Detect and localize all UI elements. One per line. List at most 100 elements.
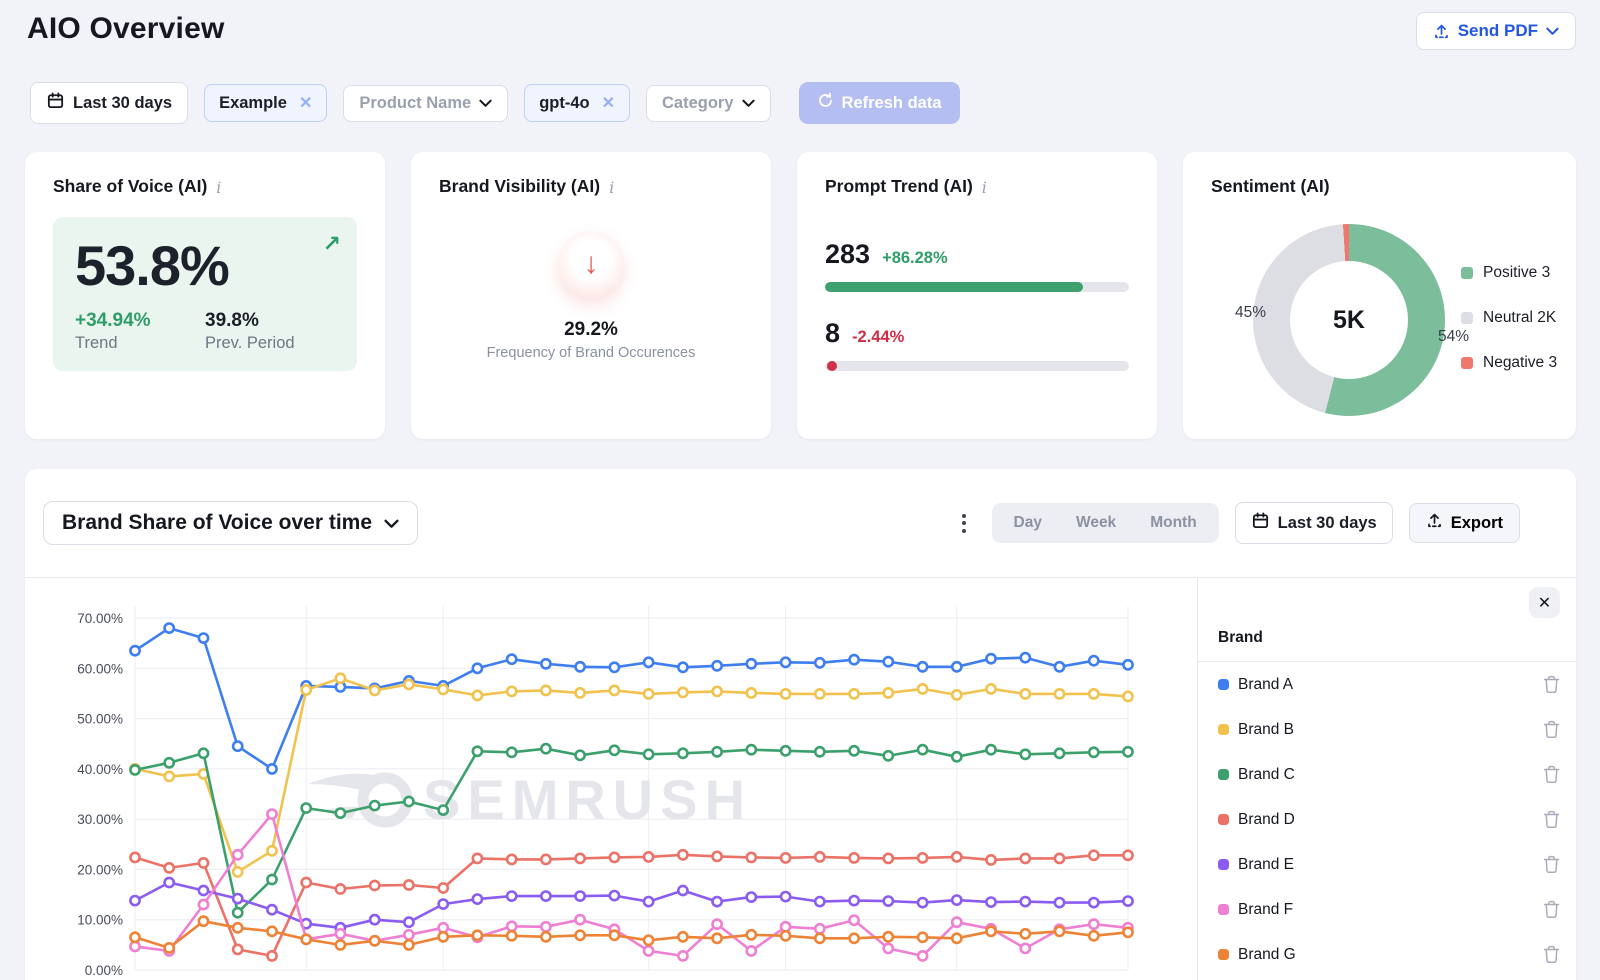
data-point[interactable] — [1019, 651, 1032, 664]
data-point[interactable] — [402, 938, 415, 951]
data-point[interactable] — [1019, 942, 1032, 955]
trash-icon[interactable] — [1543, 675, 1560, 694]
data-point[interactable] — [505, 685, 518, 698]
data-point[interactable] — [471, 662, 484, 675]
data-point[interactable] — [129, 931, 141, 944]
category-dropdown[interactable]: Category — [646, 84, 771, 122]
trash-icon[interactable] — [1543, 900, 1560, 919]
data-point[interactable] — [608, 744, 621, 757]
data-point[interactable] — [334, 883, 347, 895]
info-icon[interactable]: i — [981, 177, 987, 197]
data-point[interactable] — [471, 929, 484, 942]
data-point[interactable] — [916, 660, 929, 673]
granularity-day[interactable]: Day — [1013, 514, 1042, 531]
trash-icon[interactable] — [1543, 765, 1560, 784]
data-point[interactable] — [266, 949, 278, 962]
chart-date-range-button[interactable]: Last 30 days — [1234, 502, 1393, 544]
data-point[interactable] — [540, 890, 552, 902]
data-point[interactable] — [608, 661, 621, 674]
data-point[interactable] — [848, 894, 860, 907]
data-point[interactable] — [882, 655, 895, 668]
data-point[interactable] — [916, 683, 929, 695]
product-name-dropdown[interactable]: Product Name — [343, 84, 509, 122]
data-point[interactable] — [1087, 746, 1100, 759]
info-icon[interactable]: i — [216, 177, 222, 197]
data-point[interactable] — [608, 929, 621, 942]
remove-gpt-4o-icon[interactable]: ✕ — [601, 95, 616, 112]
gpt-4o-filter-chip[interactable]: gpt-4o ✕ — [524, 84, 631, 122]
data-point[interactable] — [848, 744, 860, 757]
data-point[interactable] — [985, 925, 997, 938]
brand-row[interactable]: Brand G — [1198, 932, 1576, 977]
data-point[interactable] — [471, 852, 484, 865]
data-point[interactable] — [813, 922, 826, 935]
data-point[interactable] — [711, 685, 723, 698]
close-panel-button[interactable]: ✕ — [1529, 587, 1560, 618]
trash-icon[interactable] — [1543, 945, 1560, 964]
data-point[interactable] — [129, 851, 141, 864]
data-point[interactable] — [1019, 927, 1032, 940]
data-point[interactable] — [916, 949, 929, 962]
brand-row[interactable]: Brand A — [1198, 662, 1576, 707]
data-point[interactable] — [1053, 660, 1066, 673]
data-point[interactable] — [882, 895, 895, 907]
data-point[interactable] — [608, 684, 621, 697]
data-point[interactable] — [882, 930, 895, 943]
data-point[interactable] — [985, 683, 997, 695]
data-point[interactable] — [163, 622, 176, 634]
data-point[interactable] — [950, 850, 963, 863]
data-point[interactable] — [231, 892, 244, 905]
export-button[interactable]: Export — [1408, 503, 1520, 543]
data-point[interactable] — [266, 808, 278, 820]
data-point[interactable] — [745, 743, 758, 756]
data-point[interactable] — [300, 684, 313, 696]
data-point[interactable] — [334, 672, 347, 685]
data-point[interactable] — [300, 876, 313, 889]
data-point[interactable] — [813, 895, 826, 908]
data-point[interactable] — [711, 745, 723, 758]
data-point[interactable] — [540, 930, 552, 943]
data-point[interactable] — [574, 687, 586, 699]
data-point[interactable] — [231, 943, 244, 956]
data-point[interactable] — [197, 632, 210, 644]
data-point[interactable] — [163, 756, 176, 769]
data-point[interactable] — [985, 896, 997, 908]
data-point[interactable] — [197, 884, 210, 897]
data-point[interactable] — [402, 928, 415, 941]
data-point[interactable] — [916, 931, 929, 944]
data-point[interactable] — [231, 848, 244, 861]
data-point[interactable] — [677, 949, 689, 962]
data-point[interactable] — [1087, 918, 1100, 931]
data-point[interactable] — [745, 851, 758, 864]
data-point[interactable] — [813, 656, 826, 669]
data-point[interactable] — [1087, 688, 1100, 700]
data-point[interactable] — [848, 653, 860, 666]
data-point[interactable] — [1019, 895, 1032, 908]
data-point[interactable] — [677, 884, 689, 897]
data-point[interactable] — [505, 920, 518, 933]
data-point[interactable] — [471, 893, 484, 905]
data-point[interactable] — [231, 865, 244, 878]
data-point[interactable] — [779, 929, 792, 942]
refresh-data-button[interactable]: Refresh data — [798, 82, 960, 124]
data-point[interactable] — [779, 890, 792, 903]
data-point[interactable] — [1122, 926, 1134, 939]
chart-title-dropdown[interactable]: Brand Share of Voice over time — [43, 501, 419, 545]
data-point[interactable] — [574, 749, 586, 762]
brand-row[interactable]: Brand F — [1198, 887, 1576, 932]
data-point[interactable] — [266, 903, 278, 916]
data-point[interactable] — [231, 740, 244, 753]
data-point[interactable] — [813, 688, 826, 700]
data-point[interactable] — [1053, 896, 1066, 909]
data-point[interactable] — [197, 856, 210, 869]
data-point[interactable] — [129, 763, 141, 776]
data-point[interactable] — [1087, 896, 1100, 909]
data-point[interactable] — [608, 889, 621, 902]
data-point[interactable] — [882, 942, 895, 955]
date-range-button[interactable]: Last 30 days — [30, 82, 189, 124]
data-point[interactable] — [266, 873, 278, 886]
data-point[interactable] — [813, 745, 826, 758]
data-point[interactable] — [642, 944, 655, 957]
data-point[interactable] — [163, 861, 176, 874]
data-point[interactable] — [197, 915, 210, 928]
